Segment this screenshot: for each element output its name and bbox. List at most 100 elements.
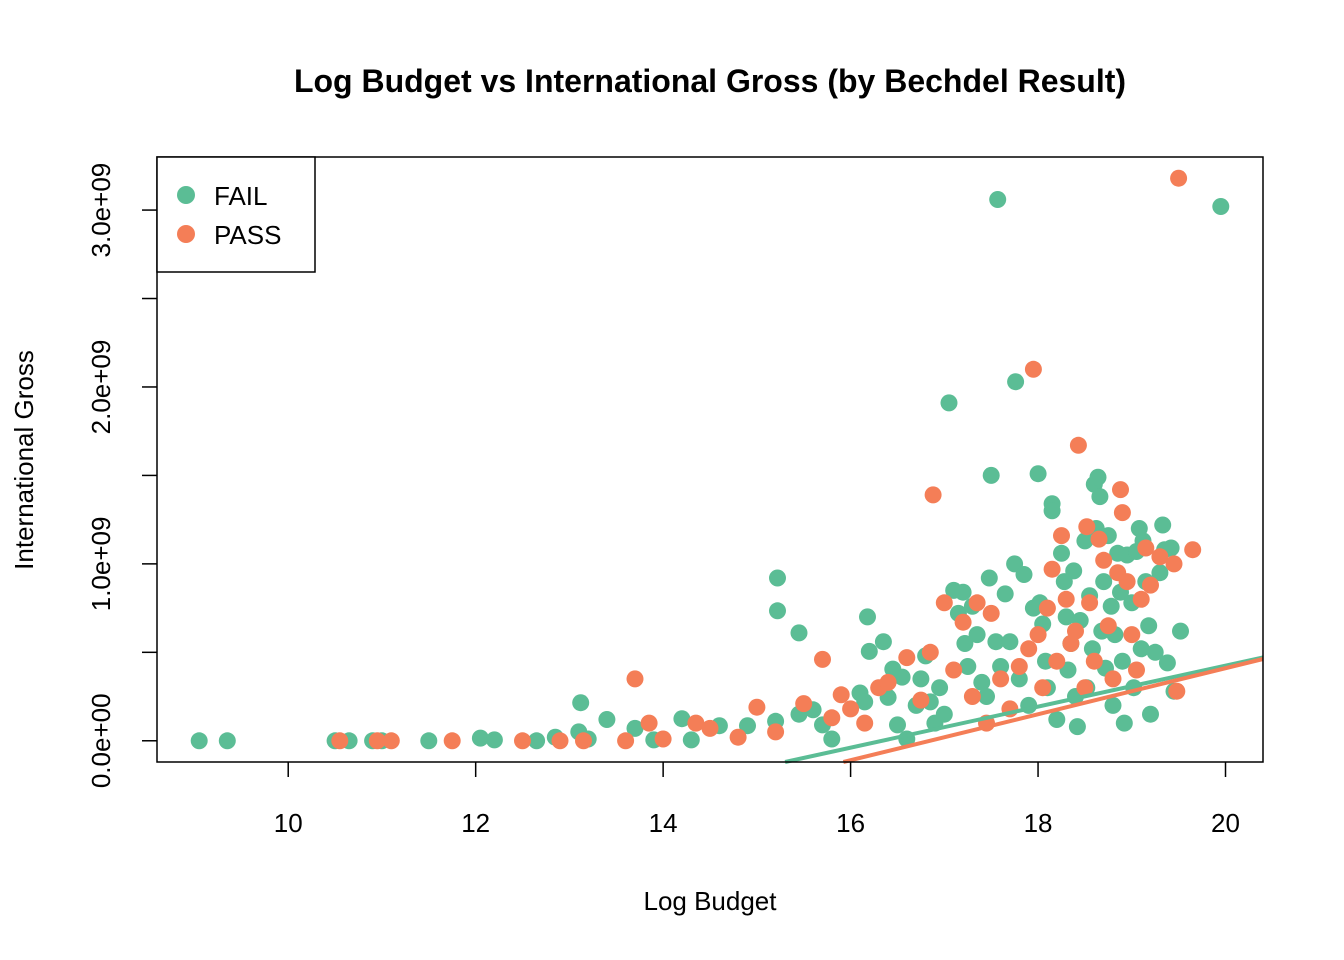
legend: FAIL PASS xyxy=(156,156,316,273)
data-point-fail xyxy=(1001,633,1019,651)
data-point-fail xyxy=(1146,643,1164,661)
data-point-fail xyxy=(1048,711,1066,728)
data-point-fail xyxy=(1115,714,1133,732)
data-point-fail xyxy=(1015,566,1033,583)
data-point-fail xyxy=(1140,617,1158,635)
data-point-pass xyxy=(1132,590,1150,608)
fit-line-fail xyxy=(784,655,1264,764)
data-point-pass xyxy=(767,723,785,741)
data-point-fail xyxy=(987,633,1005,651)
data-point-fail xyxy=(1057,608,1075,626)
data-point-fail xyxy=(889,716,906,734)
data-point-pass xyxy=(626,670,644,688)
data-point-pass xyxy=(1168,682,1186,700)
data-point-fail xyxy=(682,731,700,749)
data-point-fail xyxy=(992,658,1010,675)
y-tick-label: 3.0e+09 xyxy=(86,163,116,258)
data-point-fail xyxy=(996,585,1014,603)
data-point-fail xyxy=(1010,670,1028,688)
data-point-pass xyxy=(1118,573,1136,591)
data-point-pass xyxy=(1081,594,1099,612)
x-axis: 10 12 14 16 18 20 xyxy=(274,762,1240,838)
data-point-fail xyxy=(973,673,991,691)
plot-frame xyxy=(156,156,1264,763)
legend-label-pass: PASS xyxy=(214,220,281,250)
data-point-pass xyxy=(1038,599,1056,617)
data-point-pass xyxy=(1057,590,1075,608)
data-point-pass xyxy=(1029,626,1047,644)
data-point-pass xyxy=(924,486,942,504)
legend-box xyxy=(156,156,316,273)
data-point-fail xyxy=(1212,198,1230,215)
data-point-fail xyxy=(1076,532,1094,550)
data-point-fail xyxy=(471,729,489,747)
data-point-pass xyxy=(1020,640,1038,658)
chart-title: Log Budget vs International Gross (by Be… xyxy=(294,63,1126,99)
data-point-fail xyxy=(1172,622,1189,640)
data-point-pass xyxy=(823,709,841,727)
data-point-fail xyxy=(982,466,1000,484)
data-point-fail xyxy=(856,693,874,711)
data-point-pass xyxy=(963,688,981,705)
data-point-pass xyxy=(1104,670,1122,688)
x-tick-label: 14 xyxy=(649,808,678,838)
data-point-pass xyxy=(795,695,813,713)
y-axis: 0.0e+00 1.0e+09 2.0e+09 3.0e+09 xyxy=(86,163,157,788)
data-point-fail xyxy=(940,394,958,412)
data-point-pass xyxy=(1034,679,1052,697)
data-point-pass xyxy=(729,728,747,746)
data-point-pass xyxy=(982,604,1000,622)
data-point-pass xyxy=(935,594,953,612)
data-point-pass xyxy=(832,686,850,704)
data-point-fail xyxy=(626,719,644,737)
data-point-fail xyxy=(978,688,995,705)
data-point-pass xyxy=(748,698,766,716)
data-point-fail xyxy=(859,608,876,626)
x-tick-label: 16 xyxy=(836,808,865,838)
data-point-pass xyxy=(814,650,831,668)
data-point-fail xyxy=(1043,502,1061,520)
data-point-pass xyxy=(687,714,705,732)
data-point-pass xyxy=(842,700,860,718)
data-point-pass xyxy=(368,732,386,750)
data-point-fail xyxy=(769,602,786,620)
data-point-fail xyxy=(893,668,911,686)
data-point-pass xyxy=(968,594,986,612)
data-point-fail xyxy=(1102,597,1120,615)
data-point-pass xyxy=(856,714,874,732)
data-point-pass xyxy=(443,732,461,750)
data-point-fail xyxy=(912,670,930,688)
x-tick-label: 18 xyxy=(1024,808,1053,838)
y-tick-label: 2.0e+09 xyxy=(86,340,116,435)
data-point-fail xyxy=(1151,564,1169,582)
data-point-pass xyxy=(954,613,972,631)
data-point-pass xyxy=(1024,360,1042,378)
data-point-pass xyxy=(1123,626,1141,644)
data-point-pass xyxy=(945,661,963,679)
data-point-pass xyxy=(1184,541,1202,559)
data-point-pass xyxy=(331,732,349,750)
x-tick-label: 12 xyxy=(461,808,490,838)
data-point-fail xyxy=(572,694,590,712)
data-point-fail xyxy=(860,642,878,660)
data-point-fail xyxy=(739,717,756,735)
data-point-pass xyxy=(701,719,719,737)
data-point-pass xyxy=(898,649,916,667)
data-point-fail xyxy=(1029,465,1047,483)
y-tick-label: 1.0e+09 xyxy=(86,517,116,612)
data-point-fail xyxy=(1142,705,1159,723)
data-point-pass xyxy=(1151,548,1169,566)
data-point-pass xyxy=(1112,481,1129,499)
data-point-fail xyxy=(1053,544,1070,562)
data-point-fail xyxy=(790,624,808,642)
data-point-fail xyxy=(1154,516,1172,534)
data-point-pass xyxy=(1010,658,1028,675)
data-point-fail xyxy=(1089,468,1107,486)
data-point-pass xyxy=(514,732,531,750)
data-point-pass xyxy=(992,670,1010,688)
data-point-fail xyxy=(598,711,616,728)
data-point-pass xyxy=(921,643,939,661)
data-point-fail xyxy=(823,730,841,748)
data-point-fail xyxy=(1068,718,1086,736)
